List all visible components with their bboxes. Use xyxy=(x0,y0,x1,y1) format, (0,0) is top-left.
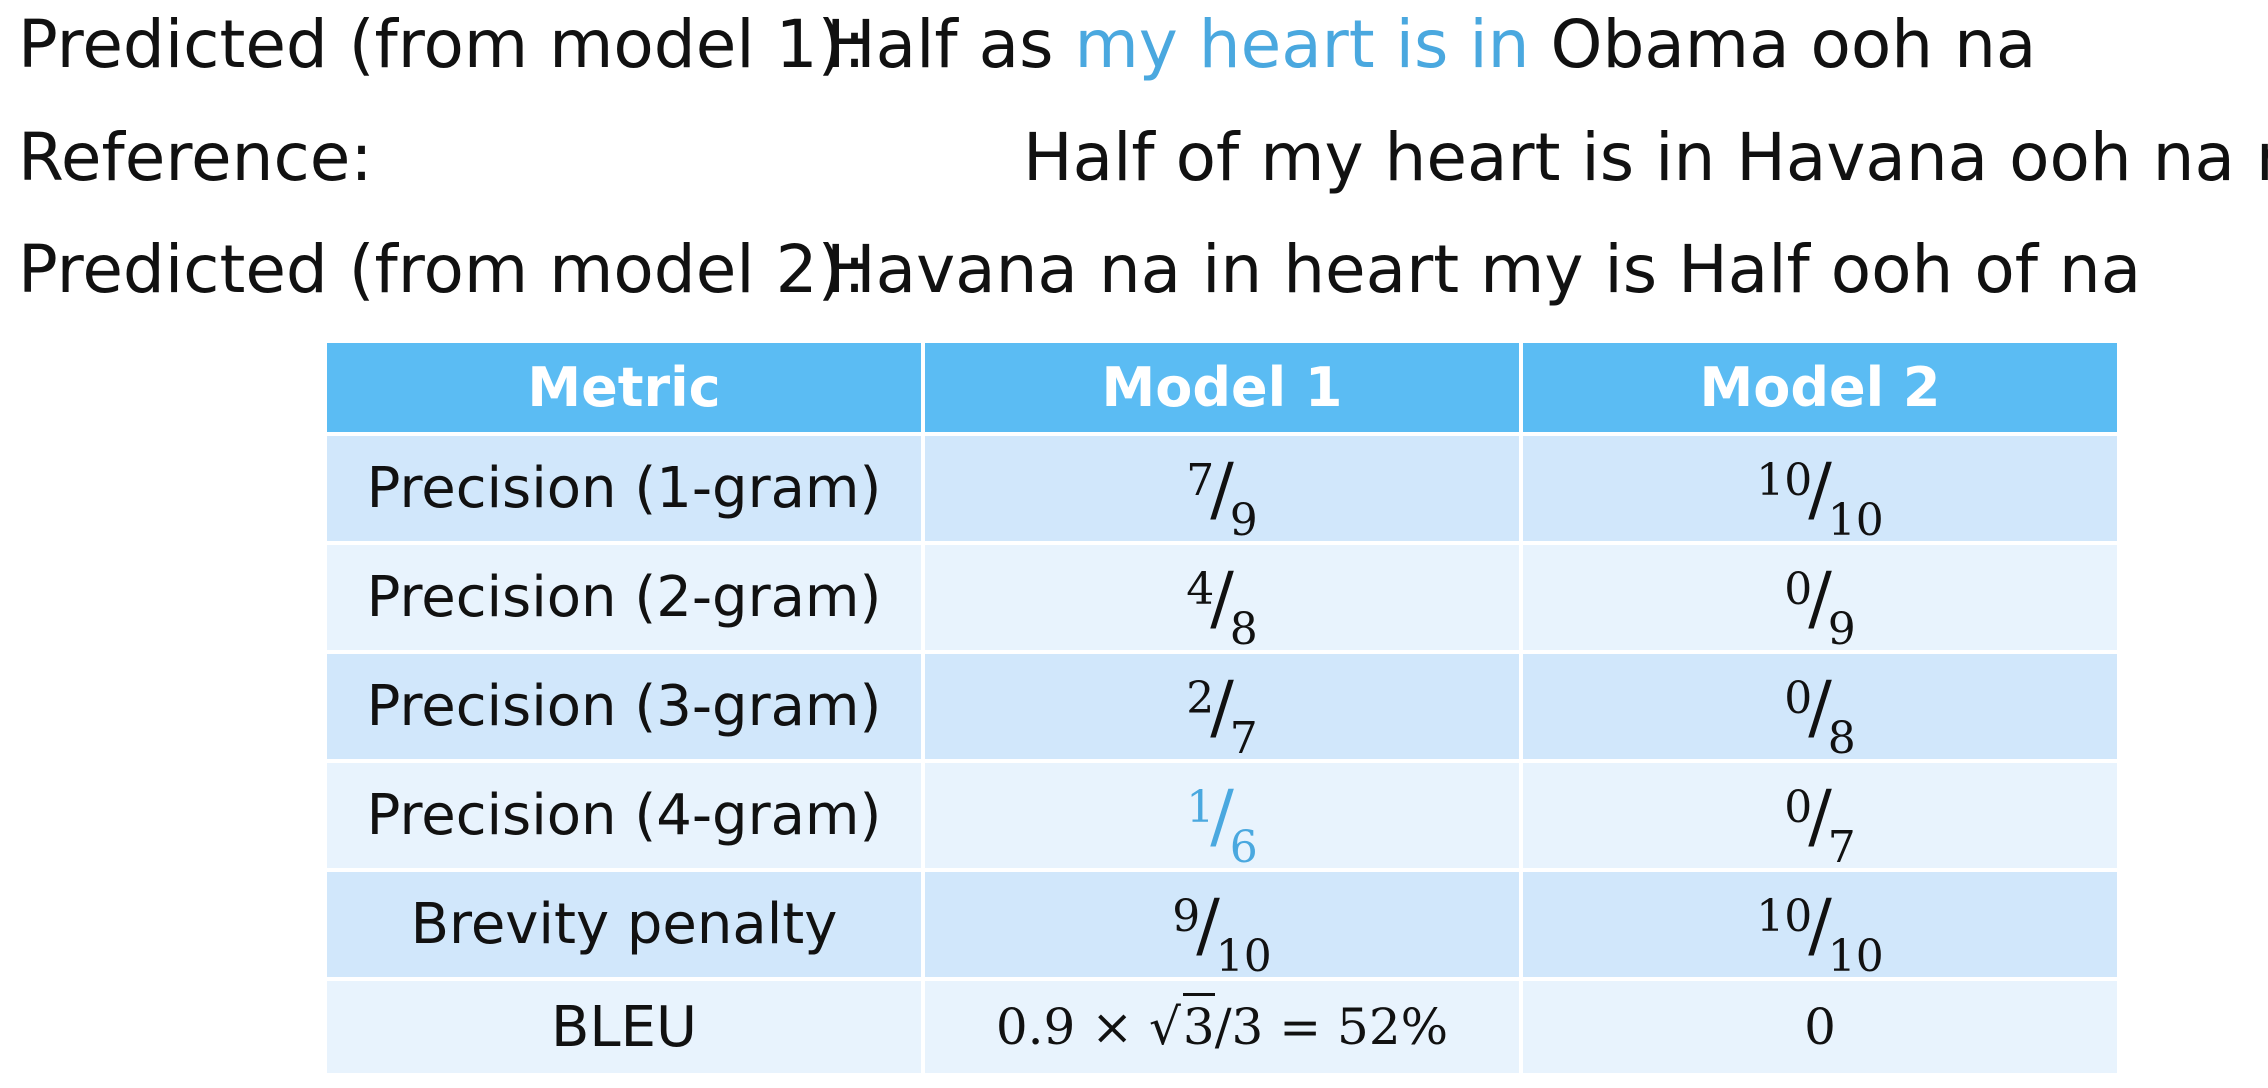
header-model2: Model 2 xyxy=(1523,343,2117,432)
model1-value-cell: 2/7 xyxy=(925,654,1519,764)
fraction-slash: / xyxy=(1808,556,1832,639)
predicted-model2-label-text: Predicted (from model 2) xyxy=(18,231,844,308)
metric-cell: Precision (2-gram) xyxy=(327,545,921,650)
fraction: 0/8 xyxy=(1784,657,1856,764)
model1-value-cell: 9/10 xyxy=(925,872,1519,982)
numerator: 1 xyxy=(1186,781,1215,833)
sqrt-radicand: 3 xyxy=(1182,993,1215,1056)
predicted-model2-sentence: Havana na in heart my is Half ooh of na xyxy=(826,231,2142,308)
denominator: 8 xyxy=(1229,603,1258,655)
metric-cell-bleu: BLEU xyxy=(327,981,921,1073)
denominator: 10 xyxy=(1215,930,1272,982)
header-metric: Metric xyxy=(327,343,921,432)
formula-suffix: /3 = 52% xyxy=(1214,998,1449,1056)
denominator: 9 xyxy=(1827,603,1856,655)
metric-cell: Precision (3-gram) xyxy=(327,654,921,759)
denominator: 10 xyxy=(1827,494,1884,546)
fraction-slash: / xyxy=(1196,883,1220,966)
bleu-model2-value: 0 xyxy=(1804,998,1836,1056)
fraction: 0/9 xyxy=(1784,548,1856,655)
header-model1: Model 1 xyxy=(925,343,1519,432)
model1-value-cell: 4/8 xyxy=(925,545,1519,655)
numerator: 0 xyxy=(1784,563,1813,615)
bleu-formula: 0.9 × √3/3 = 52% xyxy=(995,993,1449,1056)
fraction-highlighted: 1/6 xyxy=(1186,766,1258,873)
bleu-model2-cell: 0 xyxy=(1523,981,2117,1073)
fraction: 10/10 xyxy=(1756,439,1884,546)
numerator: 10 xyxy=(1756,454,1813,506)
predicted-model2-label: Predicted (from model 2): xyxy=(18,220,866,320)
model1-value-cell: 1/6 xyxy=(925,763,1519,873)
predicted-model2-colon: : xyxy=(843,231,866,308)
bleu-model1-cell: 0.9 × √3/3 = 52% xyxy=(925,981,1519,1073)
numerator: 10 xyxy=(1756,890,1813,942)
numerator: 9 xyxy=(1172,890,1201,942)
denominator: 7 xyxy=(1229,712,1258,764)
model1-value-cell: 7/9 xyxy=(925,436,1519,546)
fraction-slash: / xyxy=(1210,665,1234,748)
numerator: 7 xyxy=(1186,454,1215,506)
reference-label-text: Reference xyxy=(18,119,351,196)
fraction-slash: / xyxy=(1808,774,1832,857)
model2-value-cell: 10/10 xyxy=(1523,436,2117,546)
bleu-metrics-table: Metric Model 1 Model 2 Precision (1-gram… xyxy=(327,343,2117,1073)
predicted-model1-highlight: my heart is in xyxy=(1074,6,1530,83)
formula-prefix: 0.9 × √ xyxy=(995,998,1181,1056)
numerator: 0 xyxy=(1784,672,1813,724)
predicted-model1-colon: : xyxy=(843,6,866,83)
fraction: 4/8 xyxy=(1186,548,1258,655)
predicted-model1-label: Predicted (from model 1): xyxy=(18,0,866,95)
predicted-model1-after: Obama ooh na xyxy=(1529,6,2037,83)
fraction-slash: / xyxy=(1808,447,1832,530)
fraction: 10/10 xyxy=(1756,875,1884,982)
metric-cell: Precision (1-gram) xyxy=(327,436,921,541)
model2-value-cell: 0/8 xyxy=(1523,654,2117,764)
fraction: 2/7 xyxy=(1186,657,1258,764)
reference-sentence: Half of my heart is in Havana ooh na na xyxy=(1023,119,2268,196)
model2-value-cell: 10/10 xyxy=(1523,872,2117,982)
denominator: 6 xyxy=(1229,821,1258,873)
fraction: 7/9 xyxy=(1186,439,1258,546)
fraction-slash: / xyxy=(1808,665,1832,748)
denominator: 8 xyxy=(1827,712,1856,764)
predicted-model1-sentence: Half as my heart is in Obama ooh na xyxy=(826,0,2036,95)
fraction-slash: / xyxy=(1210,447,1234,530)
numerator: 0 xyxy=(1784,781,1813,833)
fraction-slash: / xyxy=(1808,883,1832,966)
metric-cell: Precision (4-gram) xyxy=(327,763,921,868)
reference-label: Reference: xyxy=(18,108,1023,208)
denominator: 9 xyxy=(1229,494,1258,546)
metric-cell: Brevity penalty xyxy=(327,872,921,977)
reference-colon: : xyxy=(350,119,373,196)
model2-value-cell: 0/7 xyxy=(1523,763,2117,873)
predicted-model1-label-text: Predicted (from model 1) xyxy=(18,6,844,83)
fraction-slash: / xyxy=(1210,774,1234,857)
denominator: 7 xyxy=(1827,821,1856,873)
predicted-model1-line: Predicted (from model 1):Half as my hear… xyxy=(18,0,2036,95)
predicted-model1-before: Half as xyxy=(826,6,1075,83)
reference-line: Reference: Half of my heart is in Havana … xyxy=(18,108,2268,208)
numerator: 2 xyxy=(1186,672,1215,724)
fraction: 9/10 xyxy=(1172,875,1272,982)
model2-value-cell: 0/9 xyxy=(1523,545,2117,655)
predicted-model2-line: Predicted (from model 2):Havana na in he… xyxy=(18,220,2141,320)
numerator: 4 xyxy=(1186,563,1215,615)
fraction-slash: / xyxy=(1210,556,1234,639)
fraction: 0/7 xyxy=(1784,766,1856,873)
denominator: 10 xyxy=(1827,930,1884,982)
